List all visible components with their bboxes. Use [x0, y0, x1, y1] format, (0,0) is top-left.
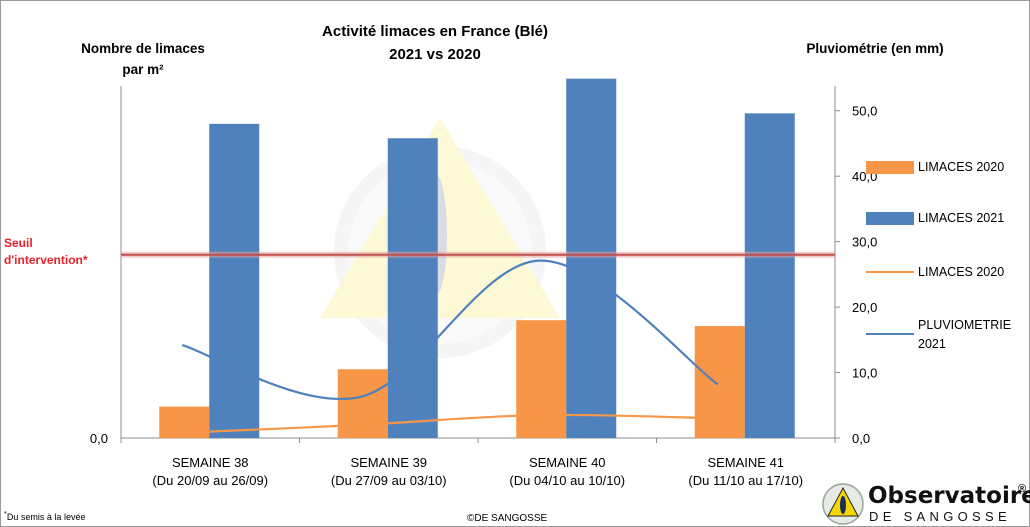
x-category-sublabel: (Du 11/10 au 17/10)	[688, 473, 803, 488]
threshold-label: Seuil d'intervention*	[4, 236, 88, 267]
right-tick-label: 20,0	[852, 300, 877, 315]
x-category-sublabel: (Du 27/09 au 03/10)	[331, 473, 447, 488]
left-axis-label: Nombre de limaces par m²	[81, 41, 205, 77]
bar-limaces-2020	[337, 369, 388, 438]
x-category-sublabel: (Du 20/09 au 26/09)	[152, 473, 268, 488]
observatoire-logo: Observatoire ® DE SANGOSSE	[822, 483, 1030, 525]
x-category-sublabel: (Du 04/10 au 10/10)	[509, 473, 625, 488]
footnote: *Du semis à la levée	[4, 509, 85, 522]
legend-label: LIMACES 2021	[918, 211, 1005, 225]
footnote-mark: *	[4, 509, 7, 518]
bar-limaces-2021	[209, 123, 260, 439]
bar-limaces-2021	[566, 78, 617, 439]
footnote-text: Du semis à la levée	[6, 512, 86, 522]
x-category-label: SEMAINE 41	[707, 455, 784, 470]
right-tick-label: 10,0	[852, 366, 877, 381]
legend-swatch-blue-line	[866, 333, 914, 335]
line-pluviometrie-2021	[181, 259, 719, 400]
right-tick-label: 50,0	[852, 104, 877, 119]
bar-limaces-2021	[387, 138, 438, 438]
logo-word-de-sangosse: DE SANGOSSE	[869, 509, 1011, 524]
right-axis-label: Pluviométrie (en mm)	[806, 41, 944, 56]
right-tick-label: 0,0	[852, 431, 870, 446]
logo-registered-mark: ®	[1018, 483, 1027, 495]
legend-swatch-blue-bar	[866, 212, 914, 225]
legend-swatch-orange-line	[866, 271, 914, 273]
legend-label: PLUVIOMETRIE 2021	[918, 318, 1012, 351]
logo-word-observatoire: Observatoire	[868, 483, 1030, 509]
copyright: ©DE SANGOSSE	[467, 513, 548, 524]
line-limaces-2020	[182, 413, 718, 434]
x-category-label: SEMAINE 38	[172, 455, 249, 470]
legend-label: LIMACES 2020	[918, 160, 1005, 174]
bar-limaces-2020	[694, 326, 745, 438]
right-tick-label: 30,0	[852, 235, 877, 250]
x-category-label: SEMAINE 39	[350, 455, 427, 470]
chart-title-line1: Activité limaces en France (Blé)	[322, 23, 548, 40]
left-tick-label: 0,0	[90, 431, 108, 446]
legend-swatch-orange-bar	[866, 161, 914, 174]
legend-label: LIMACES 2020	[918, 265, 1005, 279]
bar-limaces-2021	[744, 113, 795, 438]
chart-title: Activité limaces en France (Blé) 2021 vs…	[230, 20, 640, 66]
bar-limaces-2020	[516, 320, 567, 438]
x-category-label: SEMAINE 40	[529, 455, 606, 470]
logo-icon	[822, 483, 864, 525]
chart-subtitle: 2021 vs 2020	[389, 46, 481, 63]
